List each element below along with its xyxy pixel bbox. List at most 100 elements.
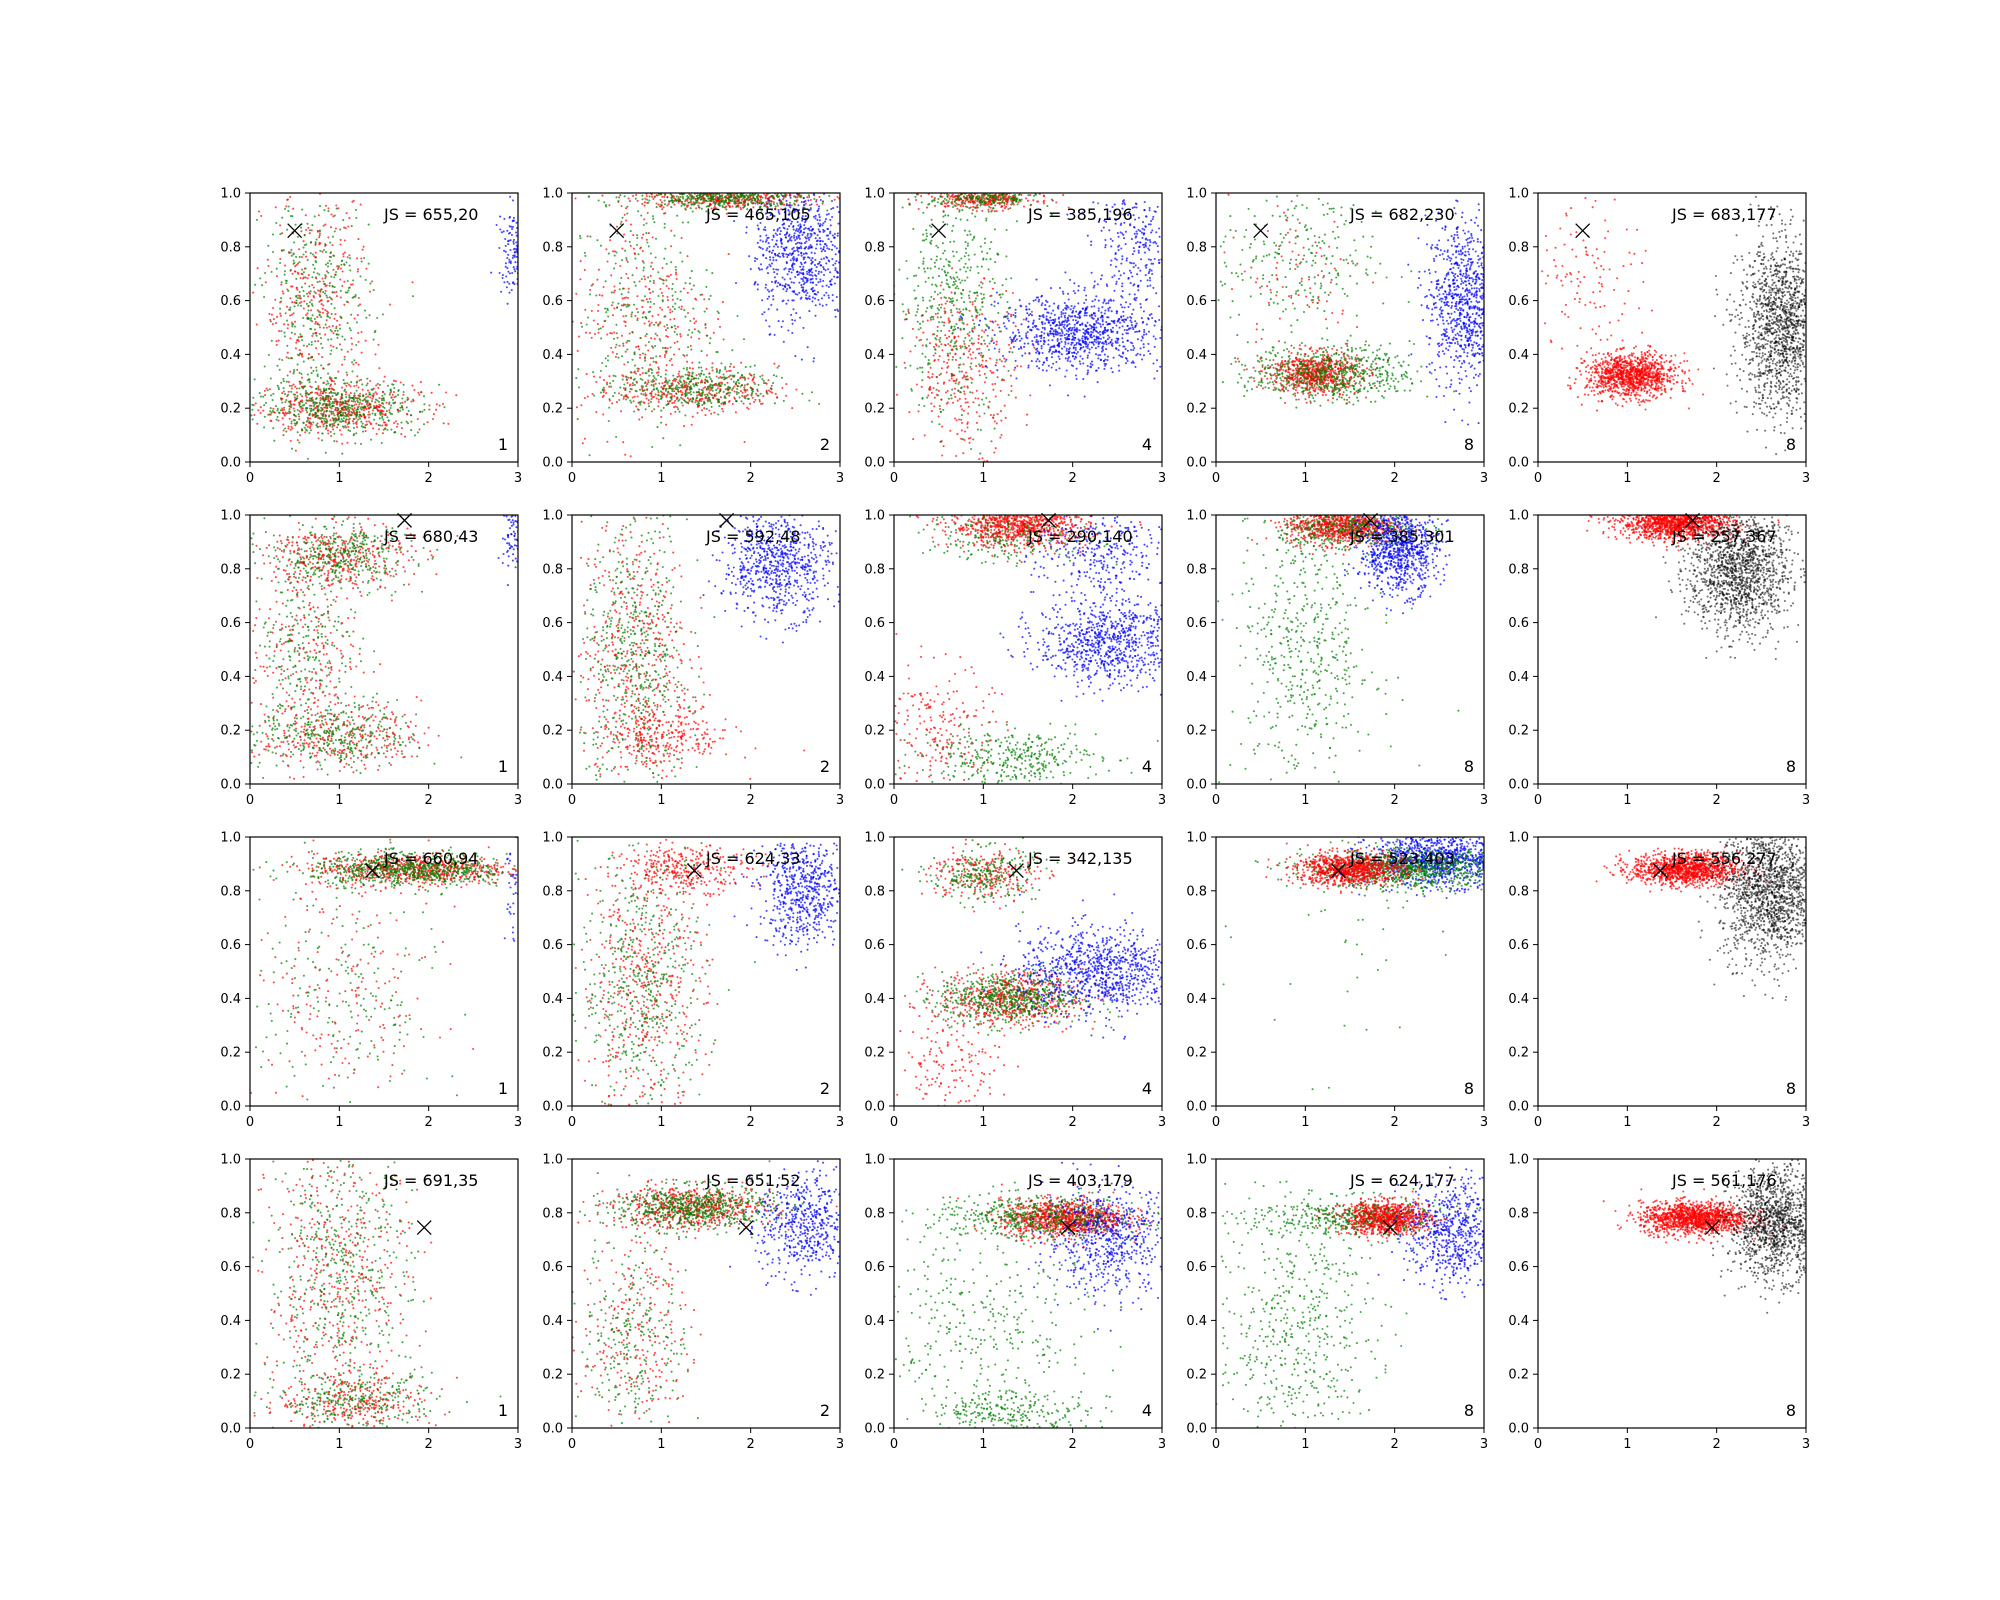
scatter-point [743,376,746,379]
scatter-point [271,409,274,412]
scatter-point [771,196,774,199]
scatter-point [263,404,266,407]
scatter-point [289,370,292,373]
scatter-point [676,386,679,389]
scatter-point [694,297,697,300]
scatter-point [360,260,363,263]
scatter-point [281,407,284,410]
scatter-point [411,295,415,298]
scatter-point [354,295,357,298]
scatter-point [609,382,612,385]
scatter-point [834,309,837,312]
scatter-point [705,285,708,288]
scatter-point [630,401,633,404]
scatter-point [814,258,817,261]
scatter-point [774,392,777,395]
scatter-point [369,393,372,396]
scatter-point [791,248,794,251]
scatter-point [812,290,815,293]
scatter-point [308,301,312,304]
scatter-point [794,292,797,296]
scatter-point [316,409,320,412]
scatter-point [580,322,583,325]
scatter-point [814,314,817,317]
scatter-point [251,418,254,421]
scatter-point [687,374,690,377]
scatter-point [1003,201,1006,205]
scatter-point [657,400,660,403]
scatter-point [325,319,328,322]
scatter-point [291,325,294,328]
scatter-point [376,316,379,320]
scatter-point [352,418,355,421]
scatter-point [326,262,329,265]
scatter-point [604,307,607,310]
scatter-point [729,362,732,365]
scatter-point [806,272,809,276]
scatter-point [765,239,768,242]
scatter-point [835,295,838,299]
scatter-point [744,199,747,202]
scatter-point [509,248,512,252]
scatter-point [708,372,711,375]
scatter-point [329,353,332,356]
scatter-point [606,440,609,443]
scatter-point [735,392,738,396]
scatter-point [805,218,808,221]
scatter-point [604,319,607,322]
scatter-point [620,334,623,337]
scatter-point [709,400,712,403]
scatter-point [987,193,990,196]
scatter-point [654,344,657,348]
scatter-point [269,320,272,323]
scatter-point [312,402,315,405]
scatter-point [652,281,655,285]
scatter-point [327,338,330,341]
scatter-point [672,379,675,382]
scatter-point [786,240,789,243]
scatter-point [297,336,300,339]
scatter-point [292,372,295,375]
scatter-point [662,437,665,440]
scatter-point [698,400,701,403]
scatter-point [1067,206,1070,209]
scatter-point [670,326,673,329]
scatter-point [934,312,937,316]
scatter-point [776,193,779,196]
scatter-point [650,397,653,401]
scatter-point [1032,194,1036,197]
scatter-point [299,333,302,336]
scatter-point [774,232,777,235]
scatter-point [745,226,748,229]
scatter-point [263,415,266,418]
scatter-point [349,414,352,417]
scatter-point [704,326,707,329]
scatter-point [995,197,998,200]
scatter-point [779,203,782,206]
scatter-point [593,332,597,336]
scatter-point [597,268,600,271]
scatter-point [618,398,621,402]
scatter-point [604,357,607,360]
scatter-point [770,262,774,265]
scatter-point [785,199,788,202]
scatter-point [768,245,771,248]
scatter-point [367,395,370,398]
scatter-point [679,290,682,293]
scatter-point [989,357,992,360]
scatter-point [312,286,315,289]
scatter-point [644,285,647,288]
scatter-point [641,378,644,381]
scatter-point [988,205,991,208]
scatter-point [780,200,783,203]
scatter-point [738,382,741,385]
scatter-point [660,193,663,196]
scatter-point [717,398,720,401]
scatter-point [826,209,829,212]
scatter-point [711,362,714,365]
scatter-point [360,402,363,406]
scatter-point [508,215,512,218]
scatter-point [810,229,813,232]
scatter-point [625,378,629,381]
scatter-point [319,242,322,245]
